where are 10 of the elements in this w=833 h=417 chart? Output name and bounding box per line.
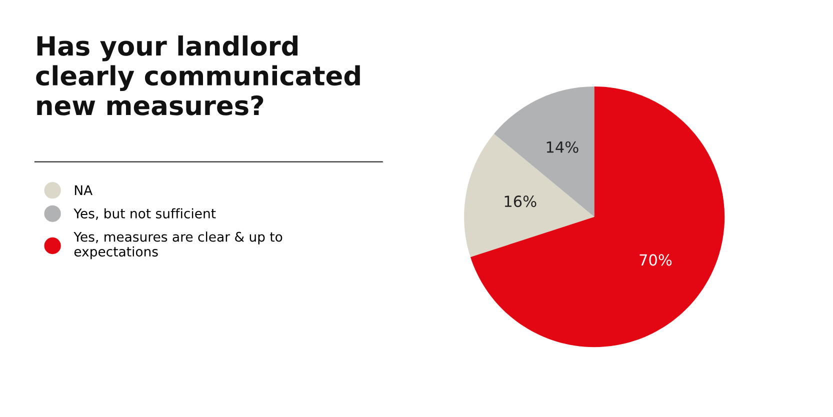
chart-title: Has your landlord clearly communicated new measures? (36, 35, 360, 116)
pie-slice (494, 86, 594, 217)
legend-label: Yes, measures are clear & up to expectations (74, 232, 282, 260)
data-label: 70% (640, 254, 672, 266)
pie-slice (470, 86, 725, 348)
pie-slice (464, 134, 594, 258)
data-label: 14% (546, 141, 578, 153)
legend-label: Yes, but not sufficient (74, 208, 216, 220)
legend-label: NA (74, 185, 92, 195)
data-label: 16% (504, 196, 536, 208)
